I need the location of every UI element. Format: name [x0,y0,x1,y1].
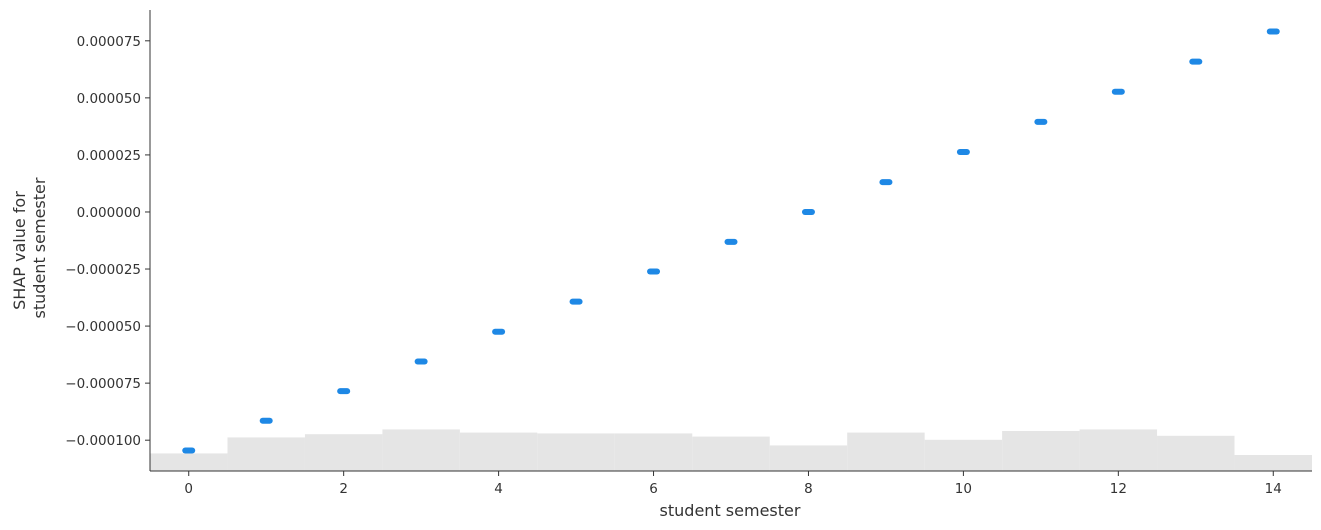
scatter-point [182,447,196,454]
y-tick-label: −0.000025 [65,262,141,278]
x-axis-ticks: 0 2 4 6 8 10 12 14 [184,471,1282,497]
histogram-bar [924,439,1003,471]
scatter-point [724,238,738,245]
histogram-bar [614,433,693,471]
scatter-point [1034,118,1048,125]
y-tick-label: 0.000000 [77,205,141,221]
scatter-point [414,358,428,365]
histogram-bar [1234,455,1312,471]
y-tick-label: 0.000050 [77,91,141,107]
scatter-point [337,388,351,395]
y-axis-title: SHAP value for student semester [10,177,49,318]
x-axis-title: student semester [660,501,801,520]
scatter-points [182,28,1280,454]
y-tick-label: −0.000075 [65,376,141,392]
x-tick-label: 6 [649,481,658,497]
scatter-point [259,417,273,424]
scatter-point [569,298,583,305]
x-tick-label: 4 [494,481,503,497]
scatter-point [1266,28,1280,35]
histogram-bar [304,434,383,471]
x-tick-label: 8 [804,481,813,497]
scatter-point [647,268,661,275]
y-tick-label: 0.000075 [77,34,141,50]
x-tick-label: 0 [184,481,193,497]
y-axis-title-line-2: student semester [30,177,49,318]
histogram-bar [537,433,615,471]
x-tick-label: 12 [1110,481,1127,497]
histogram-bar [692,436,770,471]
y-tick-label: −0.000050 [65,319,141,335]
scatter-point [879,179,893,186]
histogram-bar [1002,431,1080,471]
y-axis-title-line-1: SHAP value for [10,191,29,310]
y-tick-label: 0.000025 [77,148,141,164]
x-tick-label: 14 [1265,481,1282,497]
histogram-bar [459,432,538,471]
scatter-point [1189,58,1203,65]
y-axis-ticks: 0.000075 0.000050 0.000025 0.000000 −0.00002… [65,34,150,449]
scatter-point [801,208,815,215]
histogram-bar [150,453,228,471]
scatter-point [1111,88,1125,95]
histogram-bar [1079,429,1158,471]
histogram-bar [382,429,460,471]
scatter-point [956,148,970,155]
histogram-background [150,429,1312,471]
x-tick-label: 10 [955,481,972,497]
x-tick-label: 2 [339,481,348,497]
scatter-point [492,328,506,335]
y-tick-label: −0.000100 [65,433,141,449]
histogram-bar [847,432,925,471]
histogram-bar [1157,435,1235,471]
histogram-bar [227,437,305,471]
histogram-bar [769,445,848,471]
